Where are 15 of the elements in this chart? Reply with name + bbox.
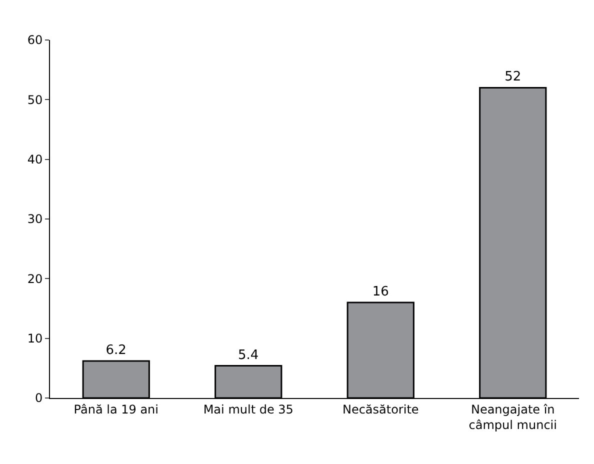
data-label: 5.4 [238,348,259,363]
x-tick-label: Până la 19 ani [74,402,158,416]
data-label: 52 [504,70,522,85]
y-tick-label: 10 [27,332,43,346]
data-label: 6.2 [106,343,126,358]
x-tick-label: Necăsătorite [342,402,419,416]
data-label: 16 [372,284,389,300]
x-tick-label: Neangajate în câmpul muncii [468,402,557,432]
x-tick-label: Mai mult de 35 [203,402,294,416]
y-tick-label: 30 [27,212,43,226]
y-tick-label: 20 [27,272,43,286]
y-tick-label: 0 [34,391,43,406]
y-tick-label: 50 [27,92,43,107]
y-tick-label: 40 [27,152,43,167]
y-tick-label: 60 [27,33,43,48]
